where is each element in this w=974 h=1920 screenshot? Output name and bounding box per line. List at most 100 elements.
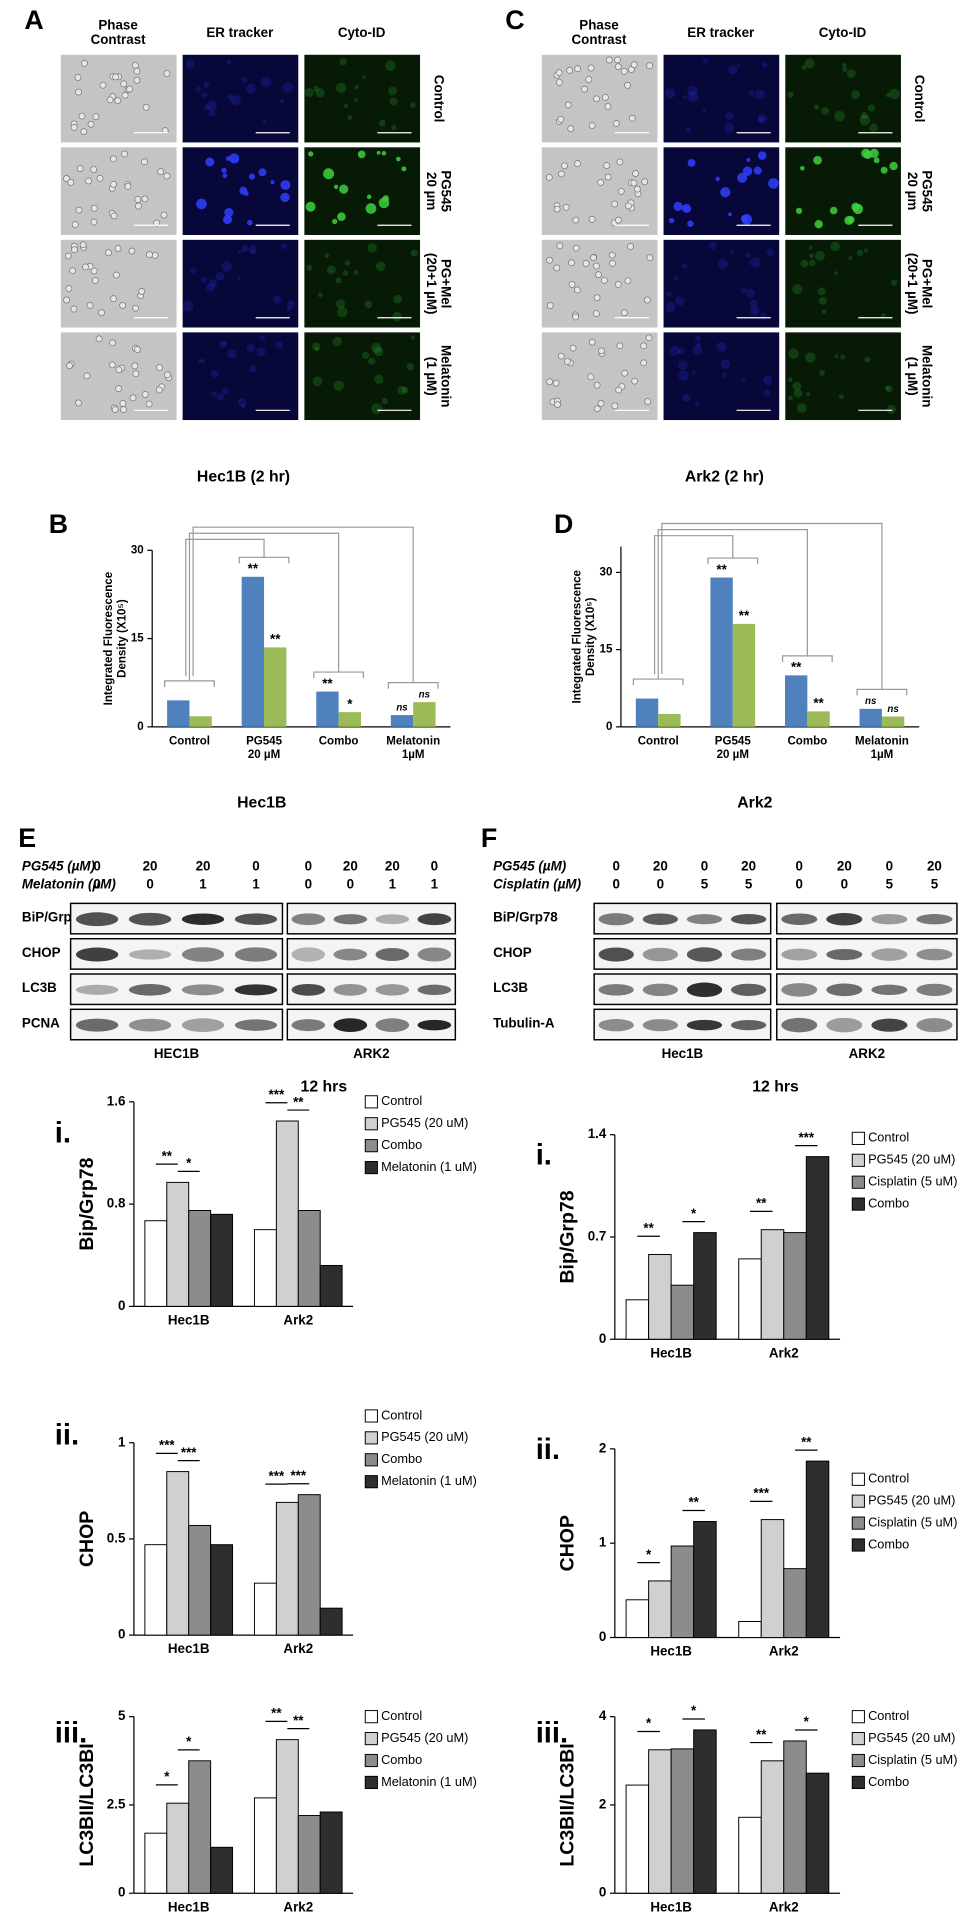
cell: [614, 281, 622, 288]
condition-value: 5: [886, 877, 894, 892]
condition-value: 1: [252, 877, 260, 892]
signal: [324, 253, 330, 259]
x-tick-label-line: 20 µM: [248, 749, 280, 761]
signal: [388, 86, 397, 96]
signal: [814, 219, 823, 229]
signal: [332, 218, 338, 225]
blot-band: [642, 983, 678, 997]
cell: [126, 85, 134, 93]
signal: [397, 385, 407, 395]
bar: [144, 1220, 168, 1307]
cell: [588, 338, 596, 346]
row-label: Control: [432, 75, 447, 123]
cell: [588, 216, 596, 223]
y-axis-label: Bip/Grp78: [76, 1157, 98, 1250]
signal: [819, 370, 825, 376]
signal: [237, 398, 247, 407]
legend-swatch: [851, 1538, 865, 1552]
y-tick-label: 2: [599, 1796, 606, 1811]
cell: [115, 366, 123, 374]
cell: [598, 347, 605, 355]
signal: [218, 341, 226, 349]
signal: [246, 83, 256, 94]
y-tick-label: 1.6: [107, 1093, 126, 1108]
legend-label: Melatonin (1 uM): [381, 1159, 477, 1174]
x-tick-label: Ark2: [769, 1345, 799, 1360]
signal: [343, 103, 348, 108]
signal: [401, 386, 409, 394]
signal: [250, 249, 256, 255]
signal: [838, 394, 844, 400]
cell: [151, 251, 159, 259]
y-tick-label: 0: [137, 721, 143, 733]
signal: [202, 92, 208, 98]
group-label: Hec1B: [662, 1046, 704, 1061]
blot-band: [234, 913, 278, 925]
column-header: Cyto-ID: [338, 24, 386, 39]
column-header: Cyto-ID: [819, 24, 867, 39]
blot-frame: [776, 973, 958, 1006]
y-tick-label: 0.8: [107, 1196, 126, 1211]
signal: [258, 168, 267, 177]
blot-band: [686, 914, 723, 925]
signal: [393, 294, 403, 304]
x-tick-label: Hec1B: [168, 1899, 210, 1914]
signal: [880, 166, 888, 174]
signal: [863, 248, 868, 253]
cell: [124, 183, 132, 190]
signal: [757, 113, 768, 124]
cell: [625, 202, 632, 210]
bar: [807, 711, 830, 727]
legend-swatch: [364, 1710, 378, 1724]
blot-band: [826, 1017, 863, 1033]
signal: [249, 365, 257, 373]
condition-value: 0: [657, 877, 664, 892]
legend-swatch: [851, 1153, 865, 1167]
signal: [848, 256, 853, 261]
cell: [114, 245, 122, 252]
bar: [188, 1524, 212, 1636]
signal: [749, 306, 760, 316]
row-label: PG+Mel(20+1 µM): [905, 253, 935, 315]
signal: [746, 157, 751, 162]
legend-swatch: [364, 1732, 378, 1746]
signal: [365, 203, 377, 214]
cell: [70, 305, 78, 313]
signal: [333, 380, 344, 391]
bar: [625, 1599, 650, 1639]
time-label: 12 hrs: [301, 1078, 348, 1095]
chart-title: Hec1B: [237, 795, 286, 812]
significance: *: [691, 1703, 697, 1718]
legend-swatch: [364, 1095, 378, 1109]
blot-band: [642, 947, 678, 962]
legend-label: Combo: [868, 1774, 909, 1789]
bar: [658, 713, 681, 727]
cell: [573, 286, 581, 294]
blot-band: [730, 948, 767, 961]
signal: [834, 271, 838, 275]
protein-label: LC3B: [22, 980, 57, 995]
micrograph: [182, 239, 299, 328]
cell: [63, 296, 71, 304]
cell: [640, 359, 648, 367]
signal: [222, 340, 228, 346]
signal: [757, 116, 765, 124]
signal: [702, 58, 709, 64]
signal: [787, 377, 793, 383]
signal: [224, 207, 234, 218]
blot-band: [375, 984, 410, 996]
legend-swatch: [364, 1753, 378, 1768]
significance: *: [186, 1156, 192, 1171]
signal: [717, 258, 728, 269]
column-header-line: ER tracker: [687, 24, 754, 39]
signal: [687, 158, 696, 167]
bracket: [707, 553, 759, 565]
bar: [241, 576, 265, 727]
signal: [830, 241, 841, 252]
cell: [630, 179, 638, 187]
x-tick-label-line: Melatonin: [386, 736, 440, 748]
signal: [792, 381, 802, 391]
signal: [222, 173, 228, 179]
signal: [764, 389, 771, 397]
x-tick-label: Ark2: [283, 1899, 313, 1914]
